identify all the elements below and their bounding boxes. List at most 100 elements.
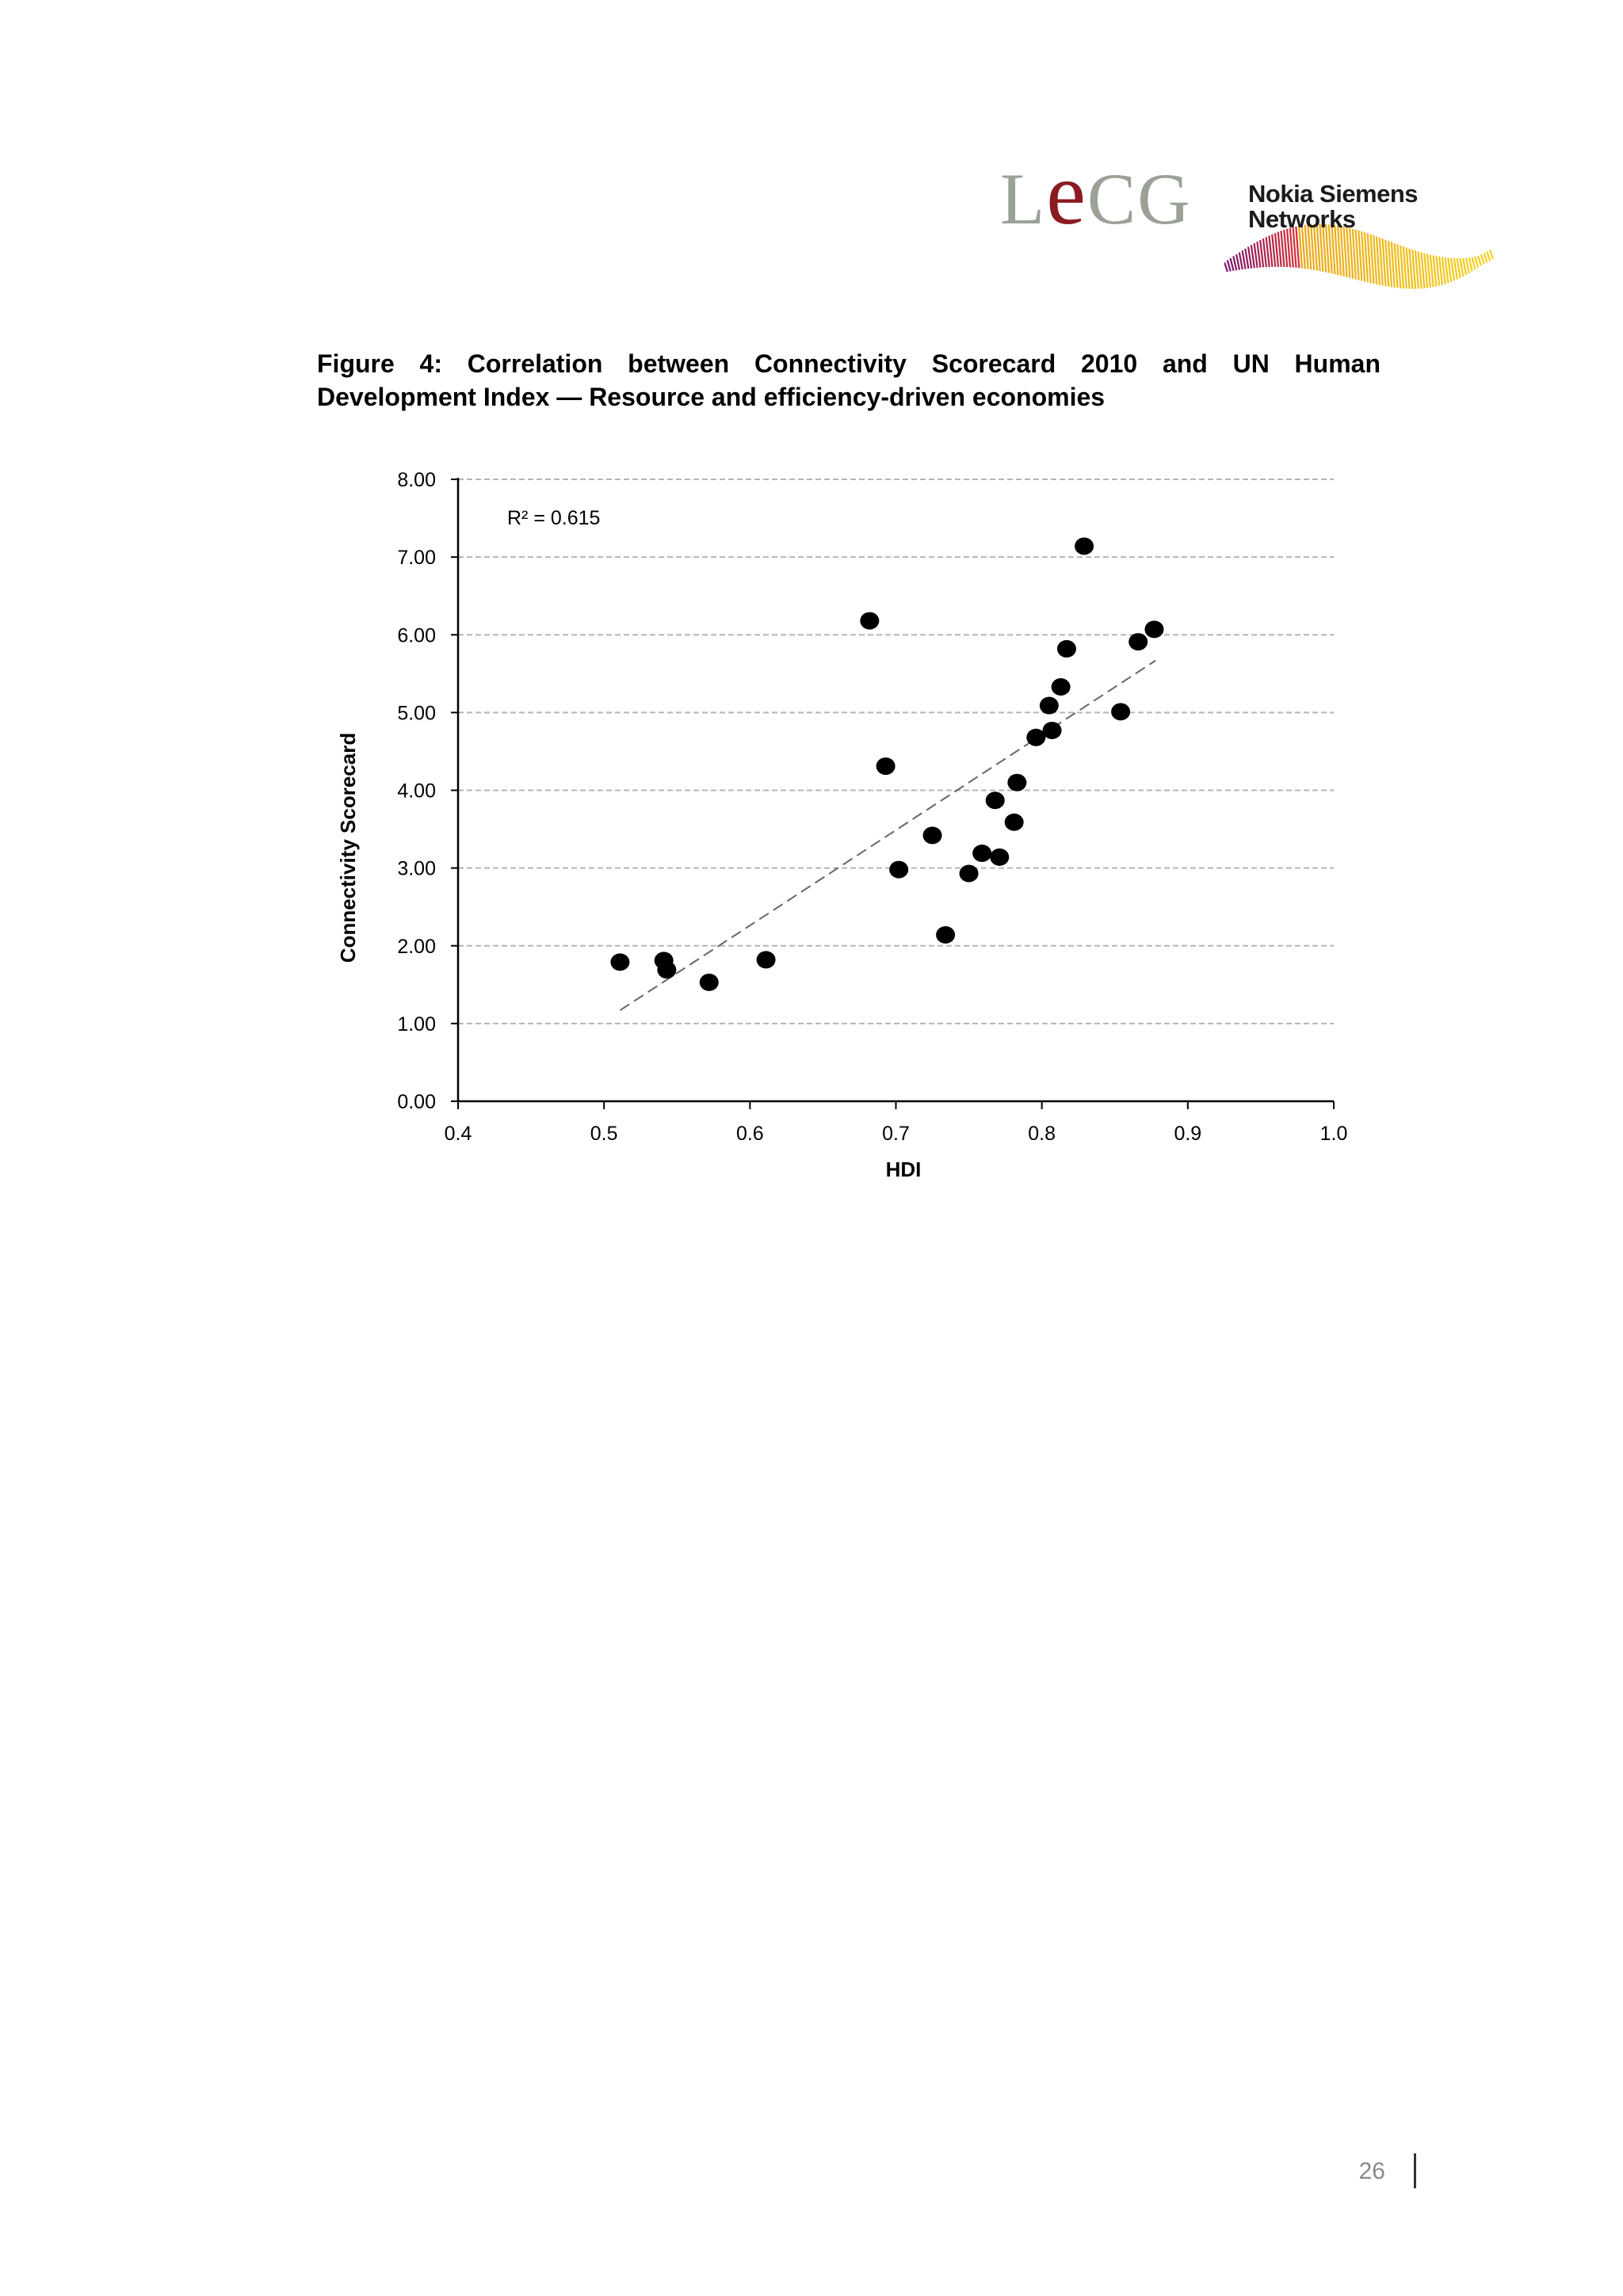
wave-stripe (1399, 245, 1405, 289)
trendline (619, 659, 1156, 1012)
x-tick-labels: 0.4 0.5 0.6 0.7 0.8 0.9 1.0 (445, 1101, 1348, 1145)
wave-stripe (1312, 223, 1319, 271)
wave-stripe (1310, 224, 1316, 270)
wave-stripe (1274, 233, 1280, 267)
wave-stripe (1307, 224, 1312, 270)
wave-stripe (1378, 237, 1384, 286)
wave-stripe (1285, 228, 1292, 268)
wave-stripe (1235, 254, 1241, 270)
wave-stripe (1342, 226, 1348, 277)
data-point (959, 864, 979, 883)
wave-stripe (1373, 235, 1378, 285)
wave-stripe (1361, 231, 1366, 282)
wave-stripe (1363, 232, 1369, 283)
wave-stripe (1298, 226, 1304, 269)
wave-stripe (1476, 255, 1482, 266)
data-point (936, 926, 956, 944)
y-tick-label: 3.00 (397, 858, 436, 880)
y-tick-labels: 0.00 1.00 2.00 3.00 4.00 5.00 6.00 7.00 8.00 (397, 469, 458, 1113)
x-tick-label: 1.0 (1320, 1123, 1348, 1145)
wave-stripe (1327, 224, 1333, 274)
data-point (699, 973, 719, 991)
x-tick-label: 0.7 (882, 1123, 910, 1145)
wave-stripe (1226, 260, 1232, 272)
nokia-siemens-networks-logo: Nokia Siemens Networks (1224, 178, 1494, 301)
wave-stripe (1375, 236, 1381, 285)
y-tick-label: 0.00 (397, 1091, 436, 1113)
lecg-logo: LeCG (1000, 145, 1192, 243)
nsn-logo-text: Nokia Siemens Networks (1248, 180, 1419, 233)
wave-stripe (1224, 261, 1229, 273)
x-tick-label: 0.5 (590, 1123, 618, 1145)
wave-stripe (1247, 246, 1253, 269)
wave-stripe (1322, 223, 1327, 273)
data-point (1042, 721, 1062, 739)
wave-stripe (1271, 234, 1277, 267)
r-squared-annotation: R² = 0.615 (507, 507, 600, 529)
wave-stripe (1396, 244, 1402, 288)
wave-stripe (1292, 227, 1297, 268)
wave-stripe (1289, 227, 1294, 268)
wave-stripe (1387, 240, 1393, 288)
wave-stripe (1346, 227, 1351, 278)
wave-stripe (1465, 257, 1470, 274)
data-point (972, 844, 992, 862)
wave-stripe (1474, 256, 1480, 268)
wave-stripe (1488, 249, 1494, 260)
wave-stripe (1405, 247, 1411, 289)
y-tick-label: 5.00 (397, 702, 436, 724)
wave-stripe (1449, 257, 1456, 281)
wave-stripe (1447, 257, 1453, 282)
wave-stripe (1366, 233, 1372, 284)
x-tick-label: 0.6 (736, 1123, 764, 1145)
y-tick-label: 4.00 (397, 780, 436, 803)
wave-stripe (1348, 227, 1354, 279)
data-point (1026, 728, 1046, 746)
wave-stripe (1453, 257, 1458, 280)
wave-stripe (1334, 225, 1339, 276)
wave-stripe (1402, 246, 1407, 289)
wave-stripe (1241, 250, 1247, 269)
wave-stripe (1483, 253, 1488, 263)
wave-stripe (1486, 250, 1491, 261)
wave-stripe (1304, 224, 1309, 269)
y-tick-label: 6.00 (397, 624, 436, 646)
wave-stripe (1408, 248, 1414, 289)
nsn-line2: Networks (1248, 205, 1356, 233)
figure-title: Figure 4: Correlation between Connectivi… (317, 349, 1381, 411)
nsn-wave-icon (1224, 223, 1494, 289)
wave-stripe (1384, 239, 1390, 287)
wave-stripe (1262, 238, 1268, 268)
data-point (922, 826, 942, 845)
data-point (1051, 677, 1071, 696)
data-point (1144, 620, 1164, 639)
wave-stripe (1244, 248, 1250, 269)
wave-stripe (1411, 249, 1417, 289)
wave-stripe (1277, 231, 1282, 267)
scatter-chart: 0.00 1.00 2.00 3.00 4.00 5.00 6.00 7.00 8.00 0.4… (336, 469, 1348, 1181)
x-axis-label: HDI (886, 1158, 922, 1181)
nsn-line1: Nokia Siemens (1248, 180, 1419, 208)
data-point (876, 757, 896, 776)
wave-stripe (1480, 254, 1485, 265)
wave-stripe (1229, 257, 1235, 272)
wave-stripe (1462, 257, 1468, 276)
grid-lines (458, 479, 1334, 1024)
wave-stripe (1283, 229, 1289, 268)
wave-stripe (1417, 251, 1423, 289)
wave-stripe (1319, 223, 1324, 272)
data-point (1056, 639, 1076, 658)
wave-stripe (1393, 242, 1399, 288)
data-point (889, 860, 909, 879)
wave-stripe (1438, 256, 1444, 285)
wave-stripe (1358, 230, 1363, 281)
wave-stripe (1265, 237, 1270, 268)
y-axis-label: Connectivity Scorecard (336, 733, 360, 963)
wave-stripe (1414, 250, 1419, 289)
data-point (1075, 537, 1094, 555)
wave-stripe (1429, 254, 1434, 288)
page-number-rule (1414, 2153, 1416, 2188)
data-point (1007, 773, 1027, 791)
wave-stripe (1435, 256, 1441, 286)
wave-stripe (1300, 225, 1306, 269)
